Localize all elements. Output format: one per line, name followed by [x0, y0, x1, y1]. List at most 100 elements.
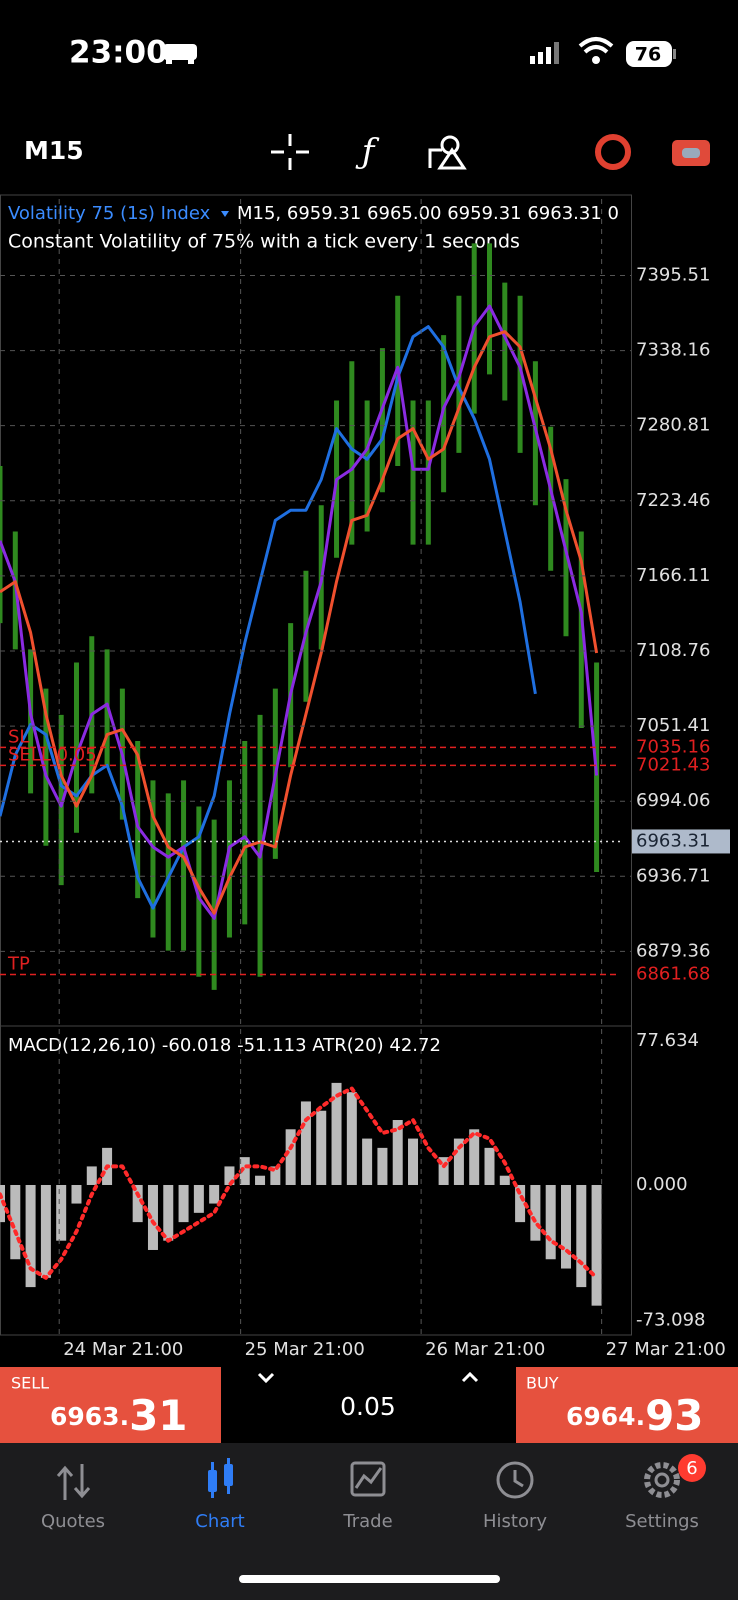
level-price: 6963.31 — [636, 830, 710, 851]
volume-up[interactable] — [461, 1371, 479, 1383]
histogram-bar — [10, 1184, 21, 1260]
quotes-icon[interactable] — [56, 1464, 91, 1500]
tab-chart[interactable]: Chart — [195, 1511, 244, 1532]
account-icon[interactable] — [595, 134, 631, 170]
y-tick-label: 6936.71 — [636, 865, 710, 886]
ohlc: M15, 6959.31 6965.00 6959.31 6963.31 0 — [237, 203, 619, 224]
settings-badge — [678, 1454, 706, 1482]
histogram-bar — [438, 1157, 449, 1185]
macd-plot — [0, 1082, 602, 1306]
symbol[interactable]: Volatility 75 (1s) Index — [8, 203, 211, 224]
current-price-box — [632, 829, 730, 854]
histogram-bar — [285, 1129, 296, 1185]
sell-label: SELL — [11, 1374, 49, 1393]
battery-tip — [673, 49, 676, 59]
histogram-bar — [545, 1184, 556, 1260]
tab-trade[interactable]: Trade — [342, 1511, 392, 1532]
histogram-bar — [147, 1184, 158, 1250]
histogram-bar — [255, 1175, 266, 1185]
x-tick-label: 27 Mar 21:00 — [606, 1339, 726, 1360]
histogram-bar — [178, 1184, 189, 1223]
symbol-dropdown[interactable] — [221, 211, 229, 217]
buy-button[interactable] — [516, 1367, 738, 1443]
level-label: TP — [7, 954, 30, 975]
histogram-bar — [316, 1110, 327, 1185]
y-tick-label: 6879.36 — [636, 940, 710, 961]
status-time: 23:00 — [69, 35, 168, 71]
tab-quotes[interactable]: Quotes — [41, 1511, 105, 1532]
chart-icon[interactable] — [208, 1458, 233, 1498]
settings-badge-count: 6 — [686, 1458, 697, 1479]
volume[interactable]: 0.05 — [340, 1392, 396, 1421]
buy-price: 6964.93 — [566, 1391, 704, 1440]
trade-icon[interactable] — [350, 1461, 386, 1497]
y-tick-label: 7280.81 — [636, 415, 710, 436]
line-series — [0, 304, 599, 920]
histogram-bar — [193, 1184, 204, 1213]
histogram-bar — [163, 1184, 174, 1241]
crosshair-button[interactable] — [271, 134, 309, 170]
y-tick-label: 7223.46 — [636, 490, 710, 511]
signal-icon — [530, 42, 559, 64]
level-price: 7035.16 — [636, 736, 710, 757]
x-tick-label: 26 Mar 21:00 — [425, 1339, 545, 1360]
settings-icon[interactable] — [644, 1462, 680, 1498]
line-series — [0, 330, 599, 915]
sell-button[interactable] — [0, 1367, 221, 1443]
macd-tick-label: 0.000 — [636, 1174, 688, 1195]
sell-price-main: 6963. — [50, 1402, 129, 1431]
histogram-bar — [239, 1157, 250, 1185]
macd-tick-label: -73.098 — [636, 1310, 705, 1331]
histogram-bar — [469, 1129, 480, 1185]
macd-tick-label: 77.634 — [636, 1030, 699, 1051]
histogram-bar — [453, 1138, 464, 1185]
wifi-icon — [578, 37, 614, 64]
histogram-bar — [71, 1184, 82, 1204]
objects-button[interactable] — [428, 135, 467, 170]
level-price: 7021.43 — [636, 754, 710, 775]
histogram-bar — [209, 1184, 220, 1204]
histogram-bar — [270, 1166, 281, 1185]
indicators-button[interactable]: ƒ — [355, 132, 380, 172]
buy-price-pips: 93 — [645, 1391, 703, 1440]
buy-label: BUY — [526, 1374, 559, 1393]
tab-settings[interactable]: Settings — [625, 1511, 699, 1532]
chart-subtitle: Constant Volatility of 75% with a tick e… — [8, 231, 520, 253]
x-tick-label: 24 Mar 21:00 — [63, 1339, 183, 1360]
chart-header: Volatility 75 (1s) Index — [8, 203, 211, 224]
histogram-bar — [40, 1184, 51, 1278]
histogram-bar — [576, 1184, 587, 1288]
y-tick-label: 7338.16 — [636, 340, 710, 361]
timeframe-button[interactable]: M15 — [24, 136, 84, 165]
x-tick-label: 25 Mar 21:00 — [245, 1339, 365, 1360]
histogram-bar — [362, 1138, 373, 1185]
histogram-bar — [591, 1184, 602, 1306]
volume-down[interactable] — [257, 1372, 275, 1384]
histogram-bar — [224, 1166, 235, 1185]
histogram-bar — [56, 1184, 67, 1241]
buy-price-main: 6964. — [566, 1402, 645, 1431]
histogram-bar — [560, 1184, 571, 1269]
histogram-bar — [346, 1092, 357, 1185]
level-label: SL — [8, 726, 29, 747]
histogram-bar — [484, 1147, 495, 1185]
histogram-bar — [392, 1120, 403, 1185]
histogram-bar — [530, 1184, 541, 1241]
sell-price-pips: 31 — [129, 1391, 187, 1440]
histogram-bar — [300, 1101, 311, 1185]
histogram-bar — [86, 1166, 97, 1185]
tab-history[interactable]: History — [483, 1511, 547, 1532]
y-tick-label: 6994.06 — [636, 790, 710, 811]
level-label: SELL 0.05 — [8, 744, 97, 765]
histogram-bar — [132, 1184, 143, 1223]
histogram-bar — [408, 1138, 419, 1185]
y-tick-label: 7395.51 — [636, 264, 710, 285]
tab-bar — [0, 1443, 738, 1600]
main-plot — [0, 243, 600, 990]
y-tick-label: 7051.41 — [636, 715, 710, 736]
history-icon[interactable] — [496, 1461, 534, 1499]
histogram-bar — [515, 1184, 526, 1223]
histogram-bar — [331, 1082, 342, 1185]
